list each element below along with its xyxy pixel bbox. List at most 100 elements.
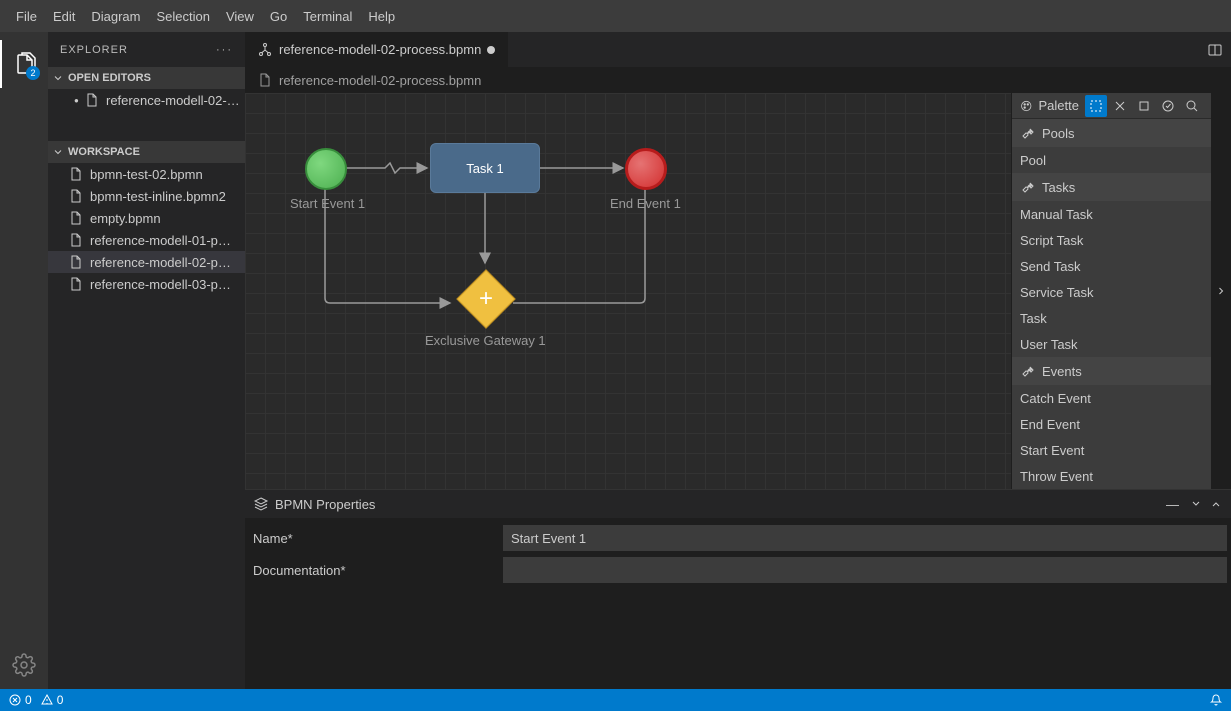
palette-item[interactable]: End Event [1012,411,1211,437]
file-icon [257,72,273,88]
menu-go[interactable]: Go [262,9,295,24]
palette-section-label: Tasks [1042,180,1075,195]
open-editors-label: OPEN EDITORS [68,72,151,84]
breadcrumbs[interactable]: reference-modell-02-process.bpmn [245,67,1231,93]
palette-section-label: Events [1042,364,1082,379]
palette-item[interactable]: Manual Task [1012,201,1211,227]
workspace-file[interactable]: reference-modell-03-p… [48,273,245,295]
property-input[interactable] [503,525,1227,551]
palette-section-header[interactable]: Events [1012,357,1211,385]
sidebar-title: EXPLORER [60,44,128,56]
gateway-label: Exclusive Gateway 1 [425,333,546,348]
tab-active[interactable]: reference-modell-02-process.bpmn [245,32,508,67]
wrench-icon [1020,363,1036,379]
workspace-file[interactable]: bpmn-test-02.bpmn [48,163,245,185]
statusbar: 0 0 [0,689,1231,711]
menu-diagram[interactable]: Diagram [83,9,148,24]
menu-view[interactable]: View [218,9,262,24]
open-editors-header[interactable]: OPEN EDITORS [48,67,245,89]
diagram-icon [257,42,273,58]
sidebar: EXPLORER ··· OPEN EDITORS reference-mode… [48,32,245,689]
status-warning-count: 0 [57,693,64,707]
status-error-count: 0 [25,693,32,707]
palette-tool-marquee[interactable] [1133,95,1155,117]
palette-item[interactable]: Start Event [1012,437,1211,463]
palette-item[interactable]: Catch Event [1012,385,1211,411]
properties-header: BPMN Properties — [245,490,1231,518]
editor-area: reference-modell-02-process.bpmn referen… [245,32,1231,689]
file-icon [68,254,84,270]
end-event-node[interactable]: End Event 1 [625,148,667,190]
file-icon [68,232,84,248]
menu-help[interactable]: Help [360,9,403,24]
menu-terminal[interactable]: Terminal [295,9,360,24]
chevron-down-icon [52,72,64,84]
tabs-actions[interactable] [1199,42,1231,58]
open-editor-filename: reference-modell-02-process.bpmn [106,93,245,108]
activity-settings[interactable] [0,641,48,689]
gateway-node[interactable]: + Exclusive Gateway 1 [465,278,507,320]
workspace-filename: empty.bpmn [90,211,161,226]
chevron-down-icon[interactable] [1189,497,1203,511]
start-event-label: Start Event 1 [290,196,365,211]
palette-tool-search[interactable] [1181,95,1203,117]
palette-header: Palette [1012,93,1211,119]
palette-section-header[interactable]: Tasks [1012,173,1211,201]
breadcrumb-file: reference-modell-02-process.bpmn [279,73,481,88]
status-notifications[interactable] [1209,693,1223,707]
property-input[interactable] [503,557,1227,583]
palette-collapse[interactable] [1211,93,1231,489]
palette-item[interactable]: User Task [1012,331,1211,357]
palette-item[interactable]: Service Task [1012,279,1211,305]
palette-item[interactable]: Pool [1012,147,1211,173]
tab-dirty-indicator [487,46,495,54]
wrench-icon [1020,179,1036,195]
diagram-canvas[interactable]: Start Event 1 Task 1 End Event 1 + Exclu… [245,93,1011,489]
palette-title: Palette [1039,98,1079,113]
palette-item[interactable]: Script Task [1012,227,1211,253]
palette-tool-validate[interactable] [1157,95,1179,117]
properties-title: BPMN Properties [275,497,375,512]
palette-tool-select[interactable] [1085,95,1107,117]
palette-item[interactable]: Task [1012,305,1211,331]
task-label: Task 1 [466,161,504,176]
palette-tool-delete[interactable] [1109,95,1131,117]
workspace-file[interactable]: reference-modell-02-p… [48,251,245,273]
chevron-up-icon[interactable] [1209,497,1223,511]
file-icon [68,188,84,204]
split-editor-icon [1207,42,1223,58]
task-node[interactable]: Task 1 [430,143,540,193]
status-warnings[interactable]: 0 [40,693,64,707]
palette-section-header[interactable]: Pools [1012,119,1211,147]
property-label: Name* [249,531,499,546]
properties-minimize-icon[interactable]: — [1162,497,1183,512]
palette: Palette Pools Pool Tasks Manual TaskScript … [1011,93,1211,489]
workspace-filename: reference-modell-03-p… [90,277,231,292]
file-icon [68,210,84,226]
workspace-filename: reference-modell-02-p… [90,255,231,270]
palette-icon [1020,98,1033,114]
workspace-file[interactable]: reference-modell-01-p… [48,229,245,251]
menu-file[interactable]: File [8,9,45,24]
activitybar: 2 [0,32,48,689]
activity-explorer[interactable]: 2 [0,40,48,88]
palette-section-label: Pools [1042,126,1075,141]
palette-item[interactable]: Throw Event [1012,463,1211,489]
workspace-file[interactable]: bpmn-test-inline.bpmn2 [48,185,245,207]
bell-icon [1209,693,1223,707]
menu-edit[interactable]: Edit [45,9,83,24]
sidebar-more-icon[interactable]: ··· [216,44,233,56]
warning-icon [40,693,54,707]
status-errors[interactable]: 0 [8,693,32,707]
start-event-node[interactable]: Start Event 1 [305,148,347,190]
open-editor-item[interactable]: reference-modell-02-process.bpmn [48,89,245,111]
palette-item[interactable]: Send Task [1012,253,1211,279]
tabs: reference-modell-02-process.bpmn [245,32,1231,67]
error-icon [8,693,22,707]
workspace-header[interactable]: WORKSPACE [48,141,245,163]
property-row: Name* [245,522,1231,554]
property-row: Documentation* [245,554,1231,586]
activity-badge: 2 [26,66,40,80]
menu-selection[interactable]: Selection [148,9,217,24]
workspace-file[interactable]: empty.bpmn [48,207,245,229]
